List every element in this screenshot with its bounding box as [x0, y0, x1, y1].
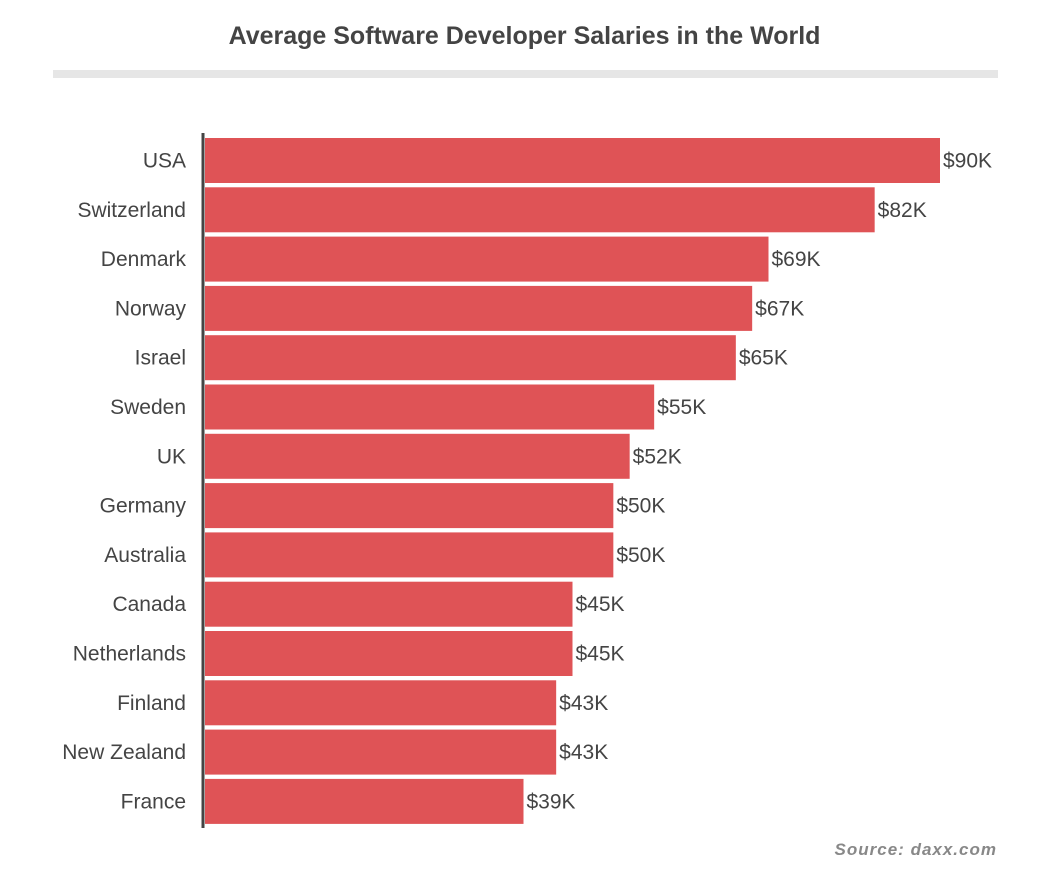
source-note: Source: daxx.com: [834, 840, 997, 859]
data-label: $45K: [576, 643, 625, 666]
data-label: $82K: [878, 199, 927, 222]
category-label: Finland: [117, 692, 186, 715]
bar: [205, 483, 614, 529]
bar: [205, 433, 630, 479]
bar: [205, 384, 655, 430]
data-label: $55K: [657, 396, 706, 419]
data-label: $43K: [559, 692, 608, 715]
data-label: $65K: [739, 347, 788, 370]
bar: [205, 285, 753, 331]
category-label: Netherlands: [73, 643, 186, 666]
bar: [205, 680, 557, 726]
title-divider: [53, 70, 998, 78]
bar: [205, 335, 736, 381]
category-label: Sweden: [110, 396, 186, 419]
category-label: France: [121, 790, 186, 813]
bar: [205, 778, 524, 824]
data-label: $43K: [559, 741, 608, 764]
bar: [205, 236, 769, 282]
data-label: $39K: [527, 790, 576, 813]
data-label: $50K: [616, 495, 665, 518]
data-label: $69K: [772, 248, 821, 271]
category-label: Israel: [135, 347, 186, 370]
category-label: Canada: [112, 593, 186, 616]
bar: [205, 631, 573, 676]
bar: [205, 187, 875, 233]
category-label: New Zealand: [62, 741, 186, 764]
bar: [205, 581, 573, 627]
data-label: $52K: [633, 445, 682, 468]
category-label: Switzerland: [77, 199, 186, 222]
bar: [205, 729, 557, 775]
category-label: USA: [143, 150, 186, 173]
data-label: $67K: [755, 297, 804, 320]
bar: [205, 532, 614, 578]
chart-title: Average Software Developer Salaries in t…: [228, 22, 821, 50]
category-label: Norway: [115, 297, 187, 320]
category-label: UK: [157, 445, 186, 468]
data-label: $90K: [943, 150, 992, 173]
category-label: Denmark: [101, 248, 187, 271]
data-label: $45K: [576, 593, 625, 616]
category-label: Australia: [104, 544, 186, 567]
bar: [205, 138, 940, 183]
category-label: Germany: [100, 495, 187, 518]
data-label: $50K: [616, 544, 665, 567]
